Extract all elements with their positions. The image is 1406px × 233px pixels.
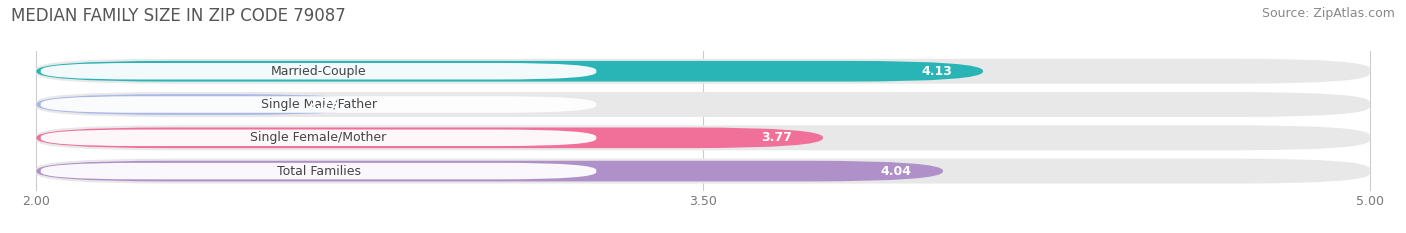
Text: 4.13: 4.13 — [921, 65, 952, 78]
Text: 3.77: 3.77 — [761, 131, 792, 144]
Text: Single Female/Mother: Single Female/Mother — [250, 131, 387, 144]
Text: Total Families: Total Families — [277, 164, 360, 178]
FancyBboxPatch shape — [41, 63, 596, 79]
FancyBboxPatch shape — [37, 159, 1369, 184]
Text: 4.04: 4.04 — [882, 164, 912, 178]
Text: MEDIAN FAMILY SIZE IN ZIP CODE 79087: MEDIAN FAMILY SIZE IN ZIP CODE 79087 — [11, 7, 346, 25]
FancyBboxPatch shape — [37, 125, 1369, 150]
FancyBboxPatch shape — [41, 163, 596, 179]
FancyBboxPatch shape — [37, 59, 1369, 84]
FancyBboxPatch shape — [37, 94, 370, 115]
Text: 2.75: 2.75 — [308, 98, 339, 111]
FancyBboxPatch shape — [37, 127, 823, 148]
Text: Single Male/Father: Single Male/Father — [260, 98, 377, 111]
Text: Married-Couple: Married-Couple — [271, 65, 367, 78]
FancyBboxPatch shape — [41, 130, 596, 146]
FancyBboxPatch shape — [41, 96, 596, 113]
FancyBboxPatch shape — [37, 92, 1369, 117]
FancyBboxPatch shape — [37, 161, 943, 182]
Text: Source: ZipAtlas.com: Source: ZipAtlas.com — [1261, 7, 1395, 20]
FancyBboxPatch shape — [37, 61, 983, 82]
